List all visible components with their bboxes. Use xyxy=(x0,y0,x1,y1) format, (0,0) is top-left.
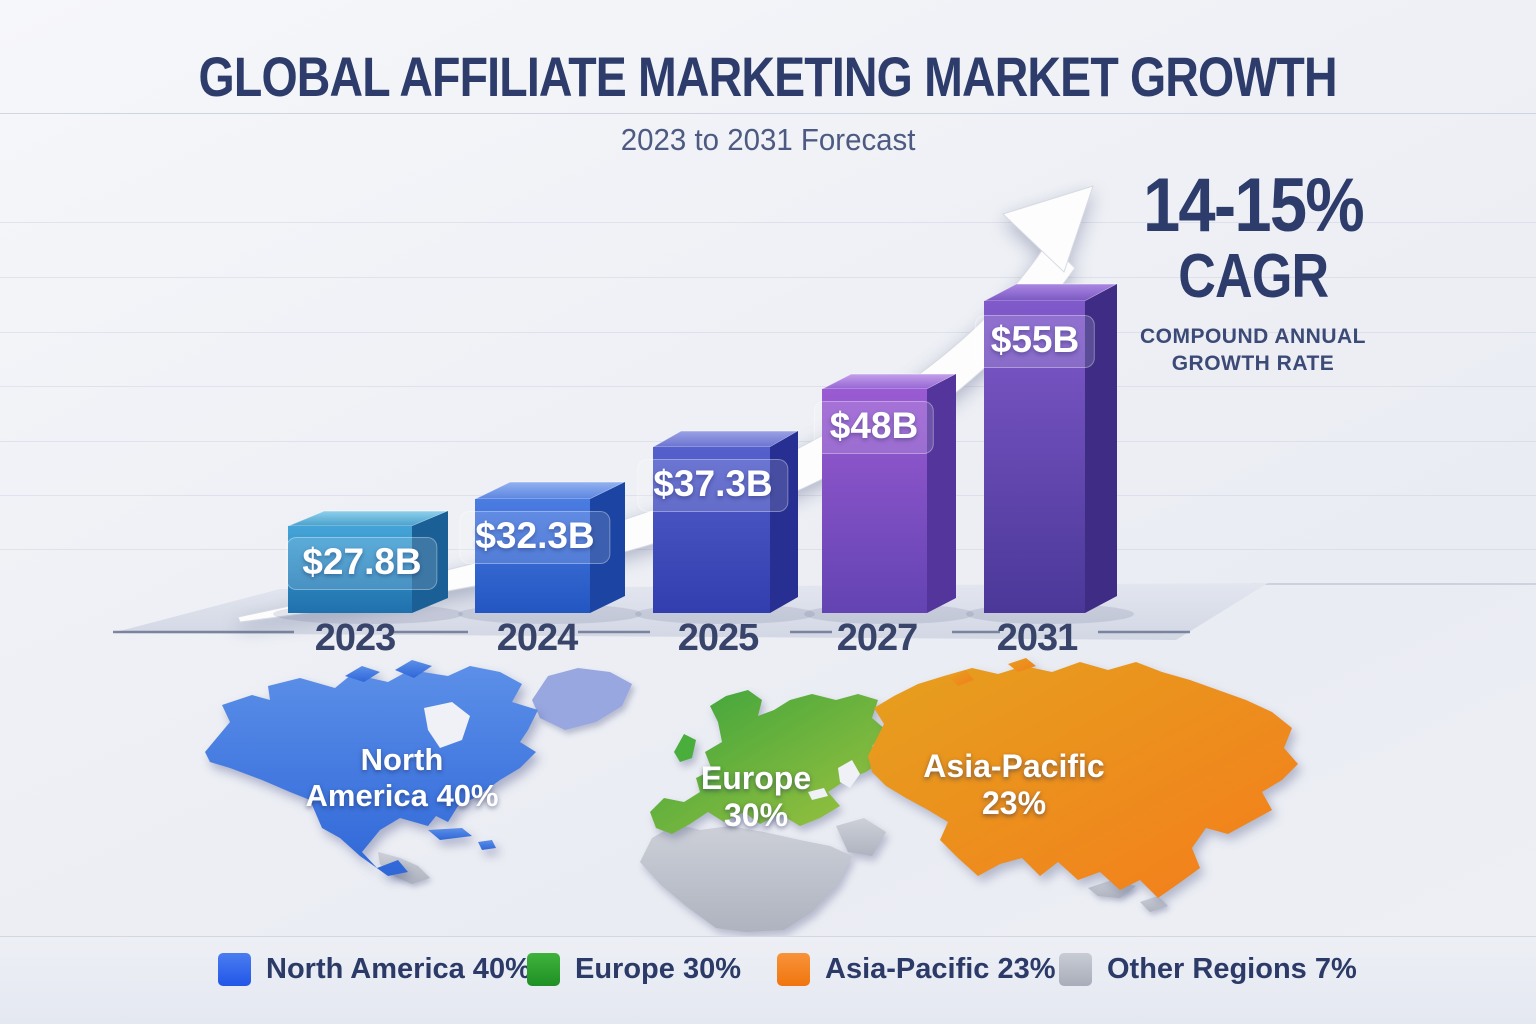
bar-2025 xyxy=(651,430,800,613)
greenland-region xyxy=(532,668,632,730)
bar-value-2023: $27.8B xyxy=(286,537,438,590)
axis-label-2031: 2031 xyxy=(996,617,1079,659)
subheader: 2023 to 2031 Forecast xyxy=(0,122,1536,158)
asia-pacific-region xyxy=(868,658,1298,898)
axis-label-2024: 2024 xyxy=(496,617,579,659)
map-label-asia-pacific: Asia-Pacific 23% xyxy=(923,748,1105,821)
cagr-description: COMPOUND ANNUAL GROWTH RATE xyxy=(1139,325,1367,376)
bar-2031 xyxy=(983,283,1118,613)
europe-region xyxy=(650,690,886,834)
bar-2023 xyxy=(287,510,449,613)
bar-value-2025: $37.3B xyxy=(637,459,789,512)
bar-2024 xyxy=(474,481,626,613)
cagr-label: CAGR xyxy=(1178,242,1329,311)
title-divider xyxy=(0,113,1536,114)
header: GLOBAL AFFILIATE MARKETING MARKET GROWTH xyxy=(0,44,1536,109)
wall-gridline xyxy=(0,386,1536,387)
legend-swatch-europe xyxy=(527,953,560,986)
bar-value-2024: $32.3B xyxy=(459,511,611,564)
bar-value-2027: $48B xyxy=(813,401,935,454)
caspian-sea xyxy=(838,760,860,788)
legend-item-asia-pacific: Asia-Pacific 23% xyxy=(777,953,1056,986)
axis-label-2025: 2025 xyxy=(677,617,760,659)
legend-swatch-other-regions xyxy=(1059,953,1092,986)
map-label-north-america: North America 40% xyxy=(305,742,499,813)
legend-label-asia-pacific: Asia-Pacific 23% xyxy=(825,953,1056,985)
legend-item-other-regions: Other Regions 7% xyxy=(1059,953,1357,986)
legend-item-europe: Europe 30% xyxy=(527,953,741,986)
cagr-block: 14-15% CAGR COMPOUND ANNUAL GROWTH RATE xyxy=(1118,168,1388,378)
bar-value-2031: $55B xyxy=(974,315,1096,368)
legend-swatch-asia-pacific xyxy=(777,953,810,986)
legend-bar: North America 40% Europe 30% Asia-Pacifi… xyxy=(0,936,1536,1024)
legend-label-europe: Europe 30% xyxy=(575,953,741,985)
cagr-value: 14-15% xyxy=(1143,163,1365,248)
page-subtitle: 2023 to 2031 Forecast xyxy=(620,122,916,157)
axis-label-2023: 2023 xyxy=(314,617,397,659)
africa-region xyxy=(640,818,886,932)
page-title: GLOBAL AFFILIATE MARKETING MARKET GROWTH xyxy=(198,45,1338,108)
hudson-bay xyxy=(424,702,470,748)
map-label-europe: Europe 30% xyxy=(700,760,812,833)
wall-gridline xyxy=(0,332,1536,333)
legend-label-north-america: North America 40% xyxy=(266,953,531,985)
legend-item-north-america: North America 40% xyxy=(218,953,531,986)
black-sea xyxy=(808,788,828,800)
floor-seam xyxy=(1252,583,1536,585)
legend-swatch-north-america xyxy=(218,953,251,986)
bar-2027 xyxy=(821,373,957,613)
wall-gridline xyxy=(0,222,1536,223)
axis-label-2027: 2027 xyxy=(836,617,919,659)
wall-gridline xyxy=(0,277,1536,278)
legend-label-other-regions: Other Regions 7% xyxy=(1107,953,1357,985)
